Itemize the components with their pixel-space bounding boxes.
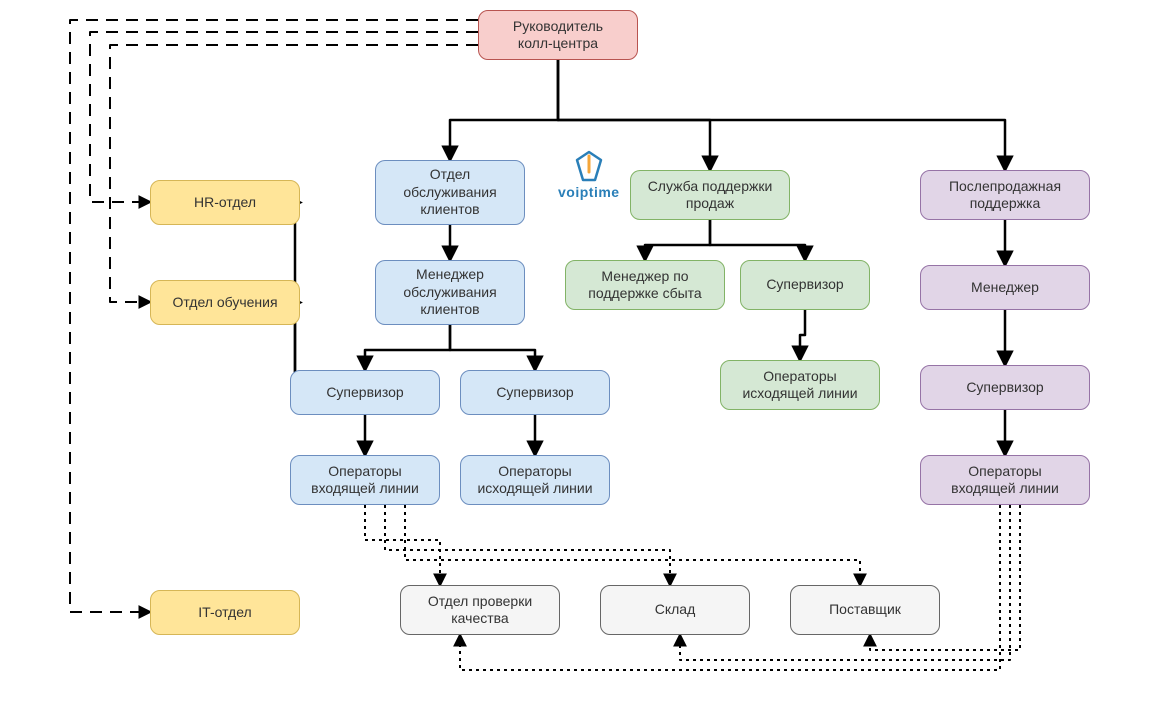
node-director: Руководитель колл-центра	[478, 10, 638, 60]
node-supplier: Поставщик	[790, 585, 940, 635]
node-hr: HR-отдел	[150, 180, 300, 225]
node-sales_dept: Служба поддержки продаж	[630, 170, 790, 220]
node-it: IT-отдел	[150, 590, 300, 635]
node-sup_green: Супервизор	[740, 260, 870, 310]
voiptime-logo: voiptime	[558, 150, 620, 200]
voiptime-logo-text: voiptime	[558, 184, 620, 200]
node-qa: Отдел проверки качества	[400, 585, 560, 635]
node-ops_purple_in: Операторы входящей линии	[920, 455, 1090, 505]
node-cust_mgr: Менеджер обслуживания клиентов	[375, 260, 525, 325]
node-warehouse: Склад	[600, 585, 750, 635]
node-cust_dept: Отдел обслуживания клиентов	[375, 160, 525, 225]
node-sup_blue_l: Супервизор	[290, 370, 440, 415]
node-sup_blue_r: Супервизор	[460, 370, 610, 415]
node-sup_purple: Супервизор	[920, 365, 1090, 410]
node-sales_mgr: Менеджер по поддержке сбыта	[565, 260, 725, 310]
node-training: Отдел обучения	[150, 280, 300, 325]
node-after_mgr: Менеджер	[920, 265, 1090, 310]
node-ops_blue_out: Операторы исходящей линии	[460, 455, 610, 505]
node-after_dept: Послепродажная поддержка	[920, 170, 1090, 220]
org-chart-canvas: voiptime Руководитель колл-центра HR-отде…	[0, 0, 1153, 703]
node-ops_blue_in: Операторы входящей линии	[290, 455, 440, 505]
node-ops_green_out: Операторы исходящей линии	[720, 360, 880, 410]
